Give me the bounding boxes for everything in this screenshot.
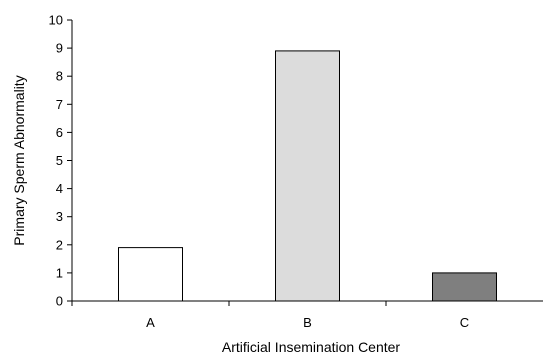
y-tick-label: 7 [56,97,63,112]
y-tick-label: 6 [56,125,63,140]
y-tick-label: 3 [56,209,63,224]
y-tick-label: 1 [56,265,63,280]
bar-a [118,247,183,302]
y-tick-label: 10 [49,13,63,28]
x-axis-ticks: A B C [71,301,469,330]
bar-c [432,272,497,302]
bar-b [275,50,340,302]
bars [118,50,497,302]
y-axis-ticks: 0 1 2 3 4 5 6 7 8 9 10 [49,13,72,309]
y-tick-label: 0 [56,294,63,309]
y-tick-label: 8 [56,69,63,84]
y-tick-label: 2 [56,237,63,252]
y-tick-label: 9 [56,41,63,56]
x-tick-label: A [146,315,155,330]
y-axis-title: Primary Sperm Abnormality [11,75,27,245]
y-tick-label: 4 [56,181,63,196]
y-tick-label: 5 [56,153,63,168]
x-tick-label: B [303,315,312,330]
x-tick-label: C [460,315,469,330]
x-axis-title: Artificial Insemination Center [222,339,401,355]
